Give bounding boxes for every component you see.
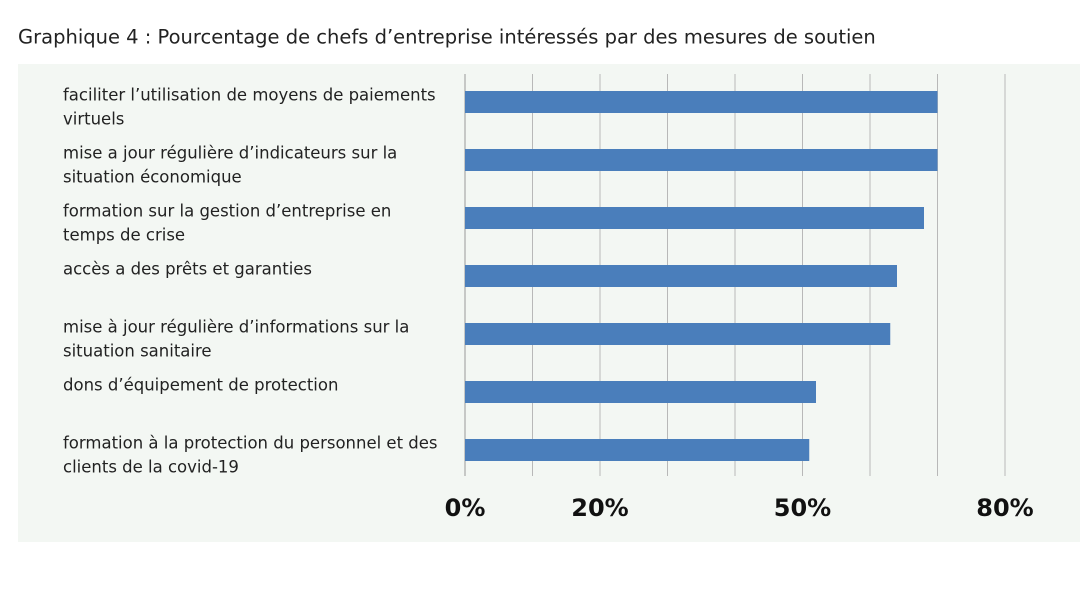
y-tick-label: faciliter l’utilisation de moyens de pai… (63, 86, 436, 105)
x-tick-label: 50% (774, 494, 831, 522)
x-tick-label: 0% (445, 494, 486, 522)
y-tick-label: formation à la protection du personnel e… (63, 434, 438, 453)
y-tick-label: clients de la covid-19 (63, 458, 239, 477)
bar (465, 439, 810, 461)
bar (465, 381, 816, 403)
x-tick-label: 80% (976, 494, 1033, 522)
y-tick-label: accès a des prêts et garanties (63, 260, 312, 279)
bar (465, 91, 938, 113)
y-tick-label: situation économique (63, 168, 242, 187)
bar (465, 149, 938, 171)
chart-title: Graphique 4 : Pourcentage de chefs d’ent… (18, 26, 876, 49)
bar (465, 207, 924, 229)
y-tick-label: temps de crise (63, 226, 185, 245)
y-tick-label: virtuels (63, 110, 124, 129)
bar (465, 323, 891, 345)
y-tick-label: mise a jour régulière d’indicateurs sur … (63, 144, 397, 163)
y-tick-label: mise à jour régulière d’informations sur… (63, 318, 409, 337)
bar (465, 265, 897, 287)
y-tick-label: formation sur la gestion d’entreprise en (63, 202, 391, 221)
plot-background (18, 64, 1080, 542)
y-tick-label: situation sanitaire (63, 342, 212, 361)
y-tick-label: dons d’équipement de protection (63, 376, 338, 395)
x-tick-label: 20% (571, 494, 628, 522)
